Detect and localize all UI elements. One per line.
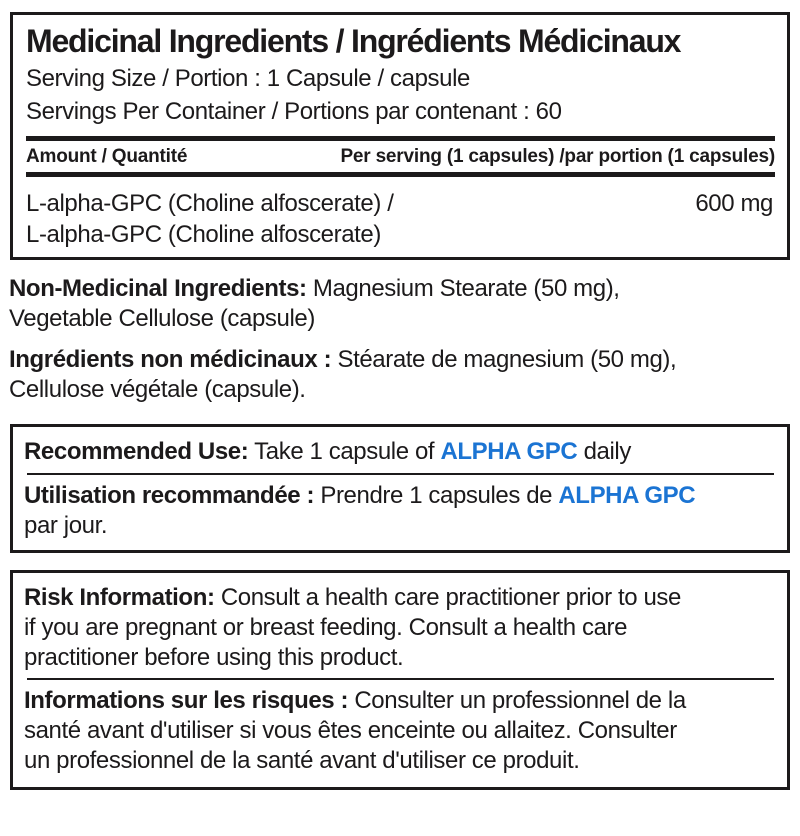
recommended-use-en-label: Recommended Use: <box>24 438 249 465</box>
non-medicinal-en-line-1: Magnesium Stearate (50 mg), <box>306 275 620 302</box>
risk-fr-label: Informations sur les risques : <box>24 687 349 714</box>
risk-divider <box>27 678 774 680</box>
recommended-use-fr-label: Utilisation recommandée : <box>24 482 315 509</box>
risk-fr-line-1: Informations sur les risques : Consulter… <box>24 686 777 716</box>
ingredient-row: L-alpha-GPC (Choline alfoscerate) / L-al… <box>26 188 775 250</box>
table-header-row: Amount / Quantité Per serving (1 capsule… <box>26 141 775 172</box>
brand-name-fr: ALPHA GPC <box>558 482 696 509</box>
ingredient-name-line-1: L-alpha-GPC (Choline alfoscerate) / <box>26 190 394 217</box>
risk-en-line-1: Risk Information: Consult a health care … <box>24 583 777 613</box>
per-serving-column-header: Per serving (1 capsules) /par portion (1… <box>340 146 775 167</box>
non-medicinal-fr: Ingrédients non médicinaux : Stéarate de… <box>9 345 791 405</box>
ingredient-name-line-2: L-alpha-GPC (Choline alfoscerate) <box>26 221 381 248</box>
recommended-use-fr: Utilisation recommandée : Prendre 1 caps… <box>24 481 777 541</box>
medicinal-ingredients-panel: Medicinal Ingredients / Ingrédients Médi… <box>10 12 790 260</box>
risk-fr: Informations sur les risques : Consulter… <box>24 686 777 776</box>
serving-size-line: Serving Size / Portion : 1 Capsule / cap… <box>26 65 470 92</box>
recommended-use-fr-line-2: par jour. <box>24 512 108 539</box>
panel-title: Medicinal Ingredients / Ingrédients Médi… <box>26 23 681 59</box>
non-medicinal-fr-line-1: Stéarate de magnesium (50 mg), <box>331 346 677 373</box>
recommended-use-en-after-brand: daily <box>577 438 632 465</box>
recommended-use-fr-line-1: Utilisation recommandée : Prendre 1 caps… <box>24 481 777 511</box>
risk-fr-line-2: santé avant d'utiliser si vous êtes ence… <box>24 717 677 744</box>
risk-en-line-1-rest: Consult a health care practitioner prior… <box>214 584 682 611</box>
risk-en-label: Risk Information: <box>24 584 215 611</box>
risk-fr-line-1-rest: Consulter un professionnel de la <box>348 687 686 714</box>
recommended-use-divider <box>27 473 774 475</box>
thick-divider-bottom <box>26 172 775 177</box>
risk-information-panel: Risk Information: Consult a health care … <box>10 570 790 790</box>
non-medicinal-section: Non-Medicinal Ingredients: Magnesium Ste… <box>9 274 791 416</box>
non-medicinal-en-line-2: Vegetable Cellulose (capsule) <box>9 305 315 332</box>
brand-name-en: ALPHA GPC <box>440 438 578 465</box>
recommended-use-panel: Recommended Use: Take 1 capsule of ALPHA… <box>10 424 790 553</box>
non-medicinal-fr-label: Ingrédients non médicinaux : <box>9 346 332 373</box>
recommended-use-fr-before-brand: Prendre 1 capsules de <box>314 482 559 509</box>
servings-per-container-line: Servings Per Container / Portions par co… <box>26 98 562 125</box>
recommended-use-en-line: Recommended Use: Take 1 capsule of ALPHA… <box>24 433 777 471</box>
risk-en: Risk Information: Consult a health care … <box>24 583 777 673</box>
risk-fr-line-3: un professionnel de la santé avant d'uti… <box>24 747 580 774</box>
non-medicinal-fr-line-2: Cellulose végétale (capsule). <box>9 376 306 403</box>
recommended-use-en-before-brand: Take 1 capsule of <box>248 438 441 465</box>
risk-en-line-3: practitioner before using this product. <box>24 644 404 671</box>
non-medicinal-en: Non-Medicinal Ingredients: Magnesium Ste… <box>9 274 791 334</box>
ingredient-amount: 600 mg <box>695 190 773 217</box>
amount-column-header: Amount / Quantité <box>26 146 188 167</box>
non-medicinal-en-label: Non-Medicinal Ingredients: <box>9 275 307 302</box>
risk-en-line-2: if you are pregnant or breast feeding. C… <box>24 614 628 641</box>
thick-divider-top <box>26 136 775 141</box>
